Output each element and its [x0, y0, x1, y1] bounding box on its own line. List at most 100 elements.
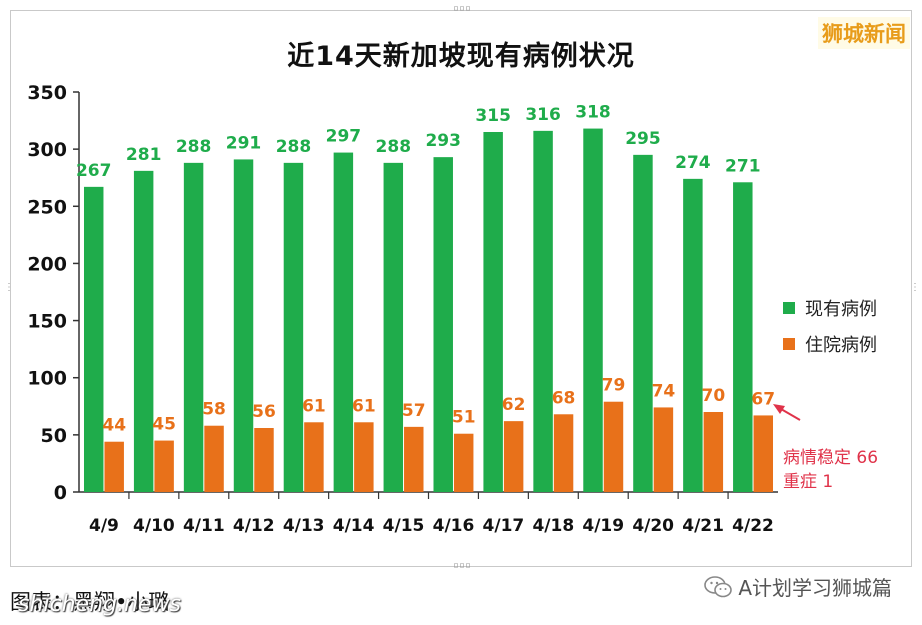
bar-hospitalized	[753, 415, 774, 492]
x-tick-label: 4/18	[532, 516, 574, 536]
bar-hospitalized	[653, 407, 674, 492]
data-label-hospitalized: 61	[302, 396, 326, 416]
data-label-hospitalized: 79	[602, 376, 626, 396]
data-label-current-cases: 316	[525, 105, 561, 125]
bar-current-cases	[483, 132, 503, 492]
site-watermark: shicheng.news	[18, 592, 181, 617]
data-label-current-cases: 267	[76, 161, 112, 181]
x-tick-label: 4/11	[183, 516, 225, 536]
data-label-current-cases: 271	[725, 156, 761, 176]
bar-hospitalized	[404, 426, 424, 492]
data-label-current-cases: 293	[425, 131, 461, 151]
x-tick-label: 4/12	[233, 516, 275, 536]
resize-handle-bottom[interactable]: ▫▫▫	[453, 560, 472, 571]
x-tick-label: 4/16	[433, 516, 475, 536]
legend-swatch-hospitalized	[783, 338, 795, 350]
data-label-current-cases: 291	[226, 133, 262, 153]
wechat-icon	[704, 575, 733, 597]
bar-hospitalized	[204, 425, 224, 492]
data-label-hospitalized: 70	[702, 386, 726, 406]
bar-current-cases	[133, 170, 154, 492]
annotation: 病情稳定 66 重症 1	[783, 446, 878, 494]
wechat-label: A计划学习狮城篇	[738, 576, 892, 600]
y-tick-label: 300	[27, 139, 67, 161]
bar-hospitalized	[254, 428, 274, 492]
y-tick-label: 250	[27, 196, 67, 218]
data-label-hospitalized: 62	[502, 395, 526, 415]
x-tick-label: 4/15	[383, 516, 425, 536]
chart-title: 近14天新加坡现有病例状况	[287, 41, 635, 72]
data-label-current-cases: 295	[625, 129, 661, 149]
bar-hospitalized	[703, 412, 724, 492]
bar-hospitalized	[553, 414, 574, 492]
bar-current-cases	[683, 178, 703, 492]
data-label-hospitalized: 51	[452, 408, 476, 428]
annotation-arrow-line	[780, 408, 801, 421]
data-label-hospitalized: 74	[652, 381, 676, 401]
bar-current-cases	[733, 182, 753, 493]
x-tick-label: 4/20	[632, 516, 674, 536]
bar-current-cases	[283, 162, 304, 492]
legend: 现有病例 住院病例	[783, 290, 877, 362]
data-label-current-cases: 288	[276, 137, 312, 157]
annotation-stable: 病情稳定 66	[783, 448, 879, 468]
legend-item-current-cases: 现有病例	[783, 290, 877, 326]
y-tick-label: 200	[27, 253, 67, 275]
legend-label-hospitalized: 住院病例	[805, 335, 877, 356]
bar-hospitalized	[304, 422, 324, 492]
data-label-hospitalized: 56	[252, 402, 276, 422]
y-tick-label: 350	[27, 82, 67, 104]
data-label-hospitalized: 61	[352, 396, 376, 416]
data-label-current-cases: 281	[126, 145, 162, 165]
bar-current-cases	[433, 157, 453, 492]
data-label-hospitalized: 58	[202, 400, 226, 420]
bar-current-cases	[383, 162, 404, 492]
y-tick-label: 50	[41, 425, 67, 447]
data-label-hospitalized: 44	[102, 416, 126, 436]
resize-handle-left[interactable]: ⋮	[4, 282, 14, 293]
bar-hospitalized	[104, 441, 124, 492]
data-label-current-cases: 297	[326, 127, 362, 147]
x-tick-label: 4/17	[483, 516, 525, 536]
bar-current-cases	[333, 152, 354, 493]
x-tick-label: 4/22	[732, 516, 774, 536]
data-label-current-cases: 288	[376, 137, 412, 157]
bar-current-cases	[83, 186, 104, 492]
data-label-hospitalized: 67	[751, 389, 775, 409]
data-label-current-cases: 274	[675, 153, 711, 173]
bar-hospitalized	[503, 421, 524, 492]
annotation-critical: 重症 1	[783, 472, 834, 492]
x-tick-label: 4/9	[89, 516, 119, 536]
data-label-hospitalized: 45	[152, 415, 176, 435]
bar-current-cases	[583, 128, 603, 493]
bar-current-cases	[633, 154, 653, 492]
wechat-account: A计划学习狮城篇	[704, 572, 892, 601]
x-tick-label: 4/13	[283, 516, 325, 536]
bar-hospitalized	[603, 401, 624, 492]
brand-logo: 狮城新闻	[818, 17, 910, 49]
data-label-current-cases: 318	[575, 103, 611, 123]
bar-current-cases	[233, 159, 254, 492]
data-label-current-cases: 315	[475, 106, 511, 126]
data-label-current-cases: 288	[176, 137, 212, 157]
legend-item-hospitalized: 住院病例	[783, 326, 877, 362]
legend-swatch-current-cases	[783, 302, 795, 314]
x-tick-label: 4/21	[682, 516, 724, 536]
bar-hospitalized	[354, 422, 374, 492]
bar-hospitalized	[154, 440, 174, 492]
resize-handle-right[interactable]: ⋮	[910, 282, 920, 293]
x-tick-label: 4/14	[333, 516, 375, 536]
x-tick-label: 4/19	[582, 516, 624, 536]
data-label-hospitalized: 68	[552, 388, 576, 408]
bar-current-cases	[533, 130, 553, 492]
x-tick-label: 4/10	[133, 516, 175, 536]
y-tick-label: 0	[54, 482, 67, 504]
data-label-hospitalized: 57	[402, 401, 426, 421]
chart-credit: 图表：黑翔•小璐	[10, 590, 170, 614]
y-tick-label: 100	[27, 368, 67, 390]
y-tick-label: 150	[27, 311, 67, 333]
bar-current-cases	[183, 162, 204, 492]
annotation-arrow-head	[773, 404, 785, 414]
resize-handle-top[interactable]: ▫▫▫	[453, 3, 472, 14]
